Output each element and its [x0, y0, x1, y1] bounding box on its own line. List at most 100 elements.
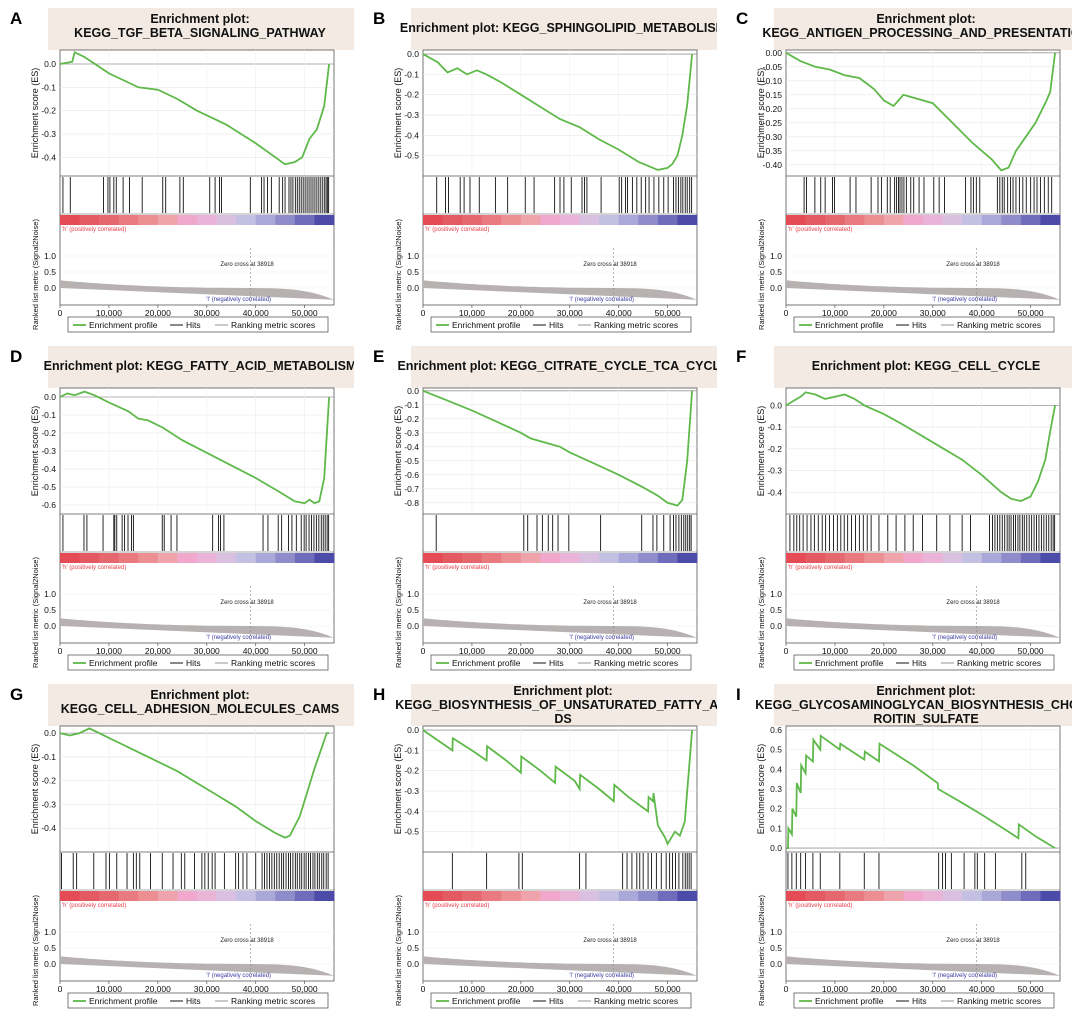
x-tick-label: 0	[58, 308, 63, 318]
enrichment-profile-line	[59, 390, 330, 505]
x-tick-label: 30,000	[194, 646, 220, 656]
es-tick-label: 0.3	[770, 784, 782, 794]
metric-tick-label: 0.0	[770, 959, 782, 969]
ranking-color-segment	[677, 553, 698, 563]
es-axis-label: Enrichment score (ES)	[756, 744, 766, 835]
enrichment-profile-line	[786, 734, 1056, 850]
ranking-color-segment	[177, 891, 198, 901]
metric-axis-label: Ranked list metric (Signal2Noise)	[757, 895, 766, 1006]
ranking-color-segment	[638, 215, 659, 225]
ranking-color-segment	[138, 891, 159, 901]
ranking-color-segment	[1001, 215, 1022, 225]
ranking-color-segment	[883, 891, 904, 901]
legend-metric-label: Ranking metric scores	[594, 996, 678, 1006]
es-tick-label: 0.0	[407, 386, 419, 396]
x-tick-label: 40,000	[243, 984, 269, 994]
ranking-color-segment	[657, 215, 678, 225]
metric-tick-label: 0.0	[770, 283, 782, 293]
legend-hits-label: Hits	[186, 658, 201, 668]
es-tick-label: -0.3	[41, 446, 56, 456]
metric-tick-label: 0.0	[44, 283, 56, 293]
title-background	[48, 346, 354, 388]
legend-enrichment-label: Enrichment profile	[452, 996, 521, 1006]
metric-tick-label: 0.5	[770, 943, 782, 953]
es-axis-label: Enrichment score (ES)	[393, 744, 403, 835]
ranking-color-segment	[844, 215, 865, 225]
x-tick-label: 30,000	[557, 308, 583, 318]
panel-title-line: KEGG_TGF_BETA_SIGNALING_PATHWAY	[74, 26, 326, 40]
ranking-color-segment	[481, 215, 502, 225]
metric-axis-label: Ranked list metric (Signal2Noise)	[31, 557, 40, 668]
ranking-color-segment	[255, 891, 276, 901]
legend-hits-label: Hits	[549, 996, 564, 1006]
es-tick-label: -0.6	[404, 470, 419, 480]
ranking-color-segment	[1001, 891, 1022, 901]
es-tick-label: -0.4	[41, 152, 56, 162]
zero-cross-label: Zero cross at 38918	[583, 938, 637, 944]
ranking-metric-area	[786, 618, 1060, 638]
ranking-color-segment	[423, 891, 444, 901]
metric-axis-label: Ranked list metric (Signal2Noise)	[394, 895, 403, 1006]
x-tick-label: 20,000	[871, 646, 897, 656]
x-tick-label: 40,000	[969, 308, 995, 318]
enrichment-plot-i: I Enrichment plot:KEGG_GLYCOSAMINOGLYCAN_…	[736, 684, 1072, 1009]
ranking-color-segment	[618, 215, 639, 225]
metric-tick-label: 1.0	[407, 251, 419, 261]
metric-tick-label: 1.0	[44, 927, 56, 937]
legend-hits-label: Hits	[912, 996, 927, 1006]
es-tick-label: 0.2	[770, 804, 782, 814]
ranking-metric-area	[60, 618, 334, 638]
plot-frame	[422, 725, 698, 982]
enrichment-profile-line	[59, 727, 330, 839]
es-axis-label: Enrichment score (ES)	[30, 744, 40, 835]
legend-box	[67, 654, 329, 671]
legend-enrichment-label: Enrichment profile	[89, 658, 158, 668]
ranking-color-segment	[501, 891, 522, 901]
panel-title-line: Enrichment plot:	[150, 12, 249, 26]
ranking-color-segment	[216, 891, 237, 901]
zero-cross-label: Zero cross at 38918	[946, 938, 1000, 944]
ranking-color-segment	[844, 891, 865, 901]
es-tick-label: 0.1	[770, 823, 782, 833]
enrichment-profile-line	[785, 391, 1056, 502]
ranking-color-segment	[255, 553, 276, 563]
enrichment-plot-f: F Enrichment plot: KEGG_CELL_CYCLE 0.0 -0.1…	[736, 346, 1072, 671]
legend-hits-label: Hits	[186, 320, 201, 330]
es-tick-label: -0.2	[404, 90, 419, 100]
ranking-color-segment	[423, 215, 444, 225]
ranking-color-segment	[540, 891, 561, 901]
es-tick-label: 0.0	[44, 392, 56, 402]
x-tick-label: 10,000	[459, 646, 485, 656]
x-tick-label: 40,000	[243, 308, 269, 318]
es-tick-label: -0.20	[763, 104, 783, 114]
legend-box	[67, 992, 329, 1009]
x-tick-label: 0	[58, 984, 63, 994]
es-tick-label: -0.40	[763, 160, 783, 170]
ranking-color-segment	[60, 215, 81, 225]
negatively-correlated-label: 'l' (negatively correlated)	[569, 973, 634, 979]
x-tick-label: 10,000	[96, 646, 122, 656]
es-tick-label: -0.4	[767, 487, 782, 497]
panel-title-line: Enrichment plot: KEGG_SPHINGOLIPID_METAB…	[400, 21, 717, 35]
positively-correlated-label: 'h' (positively correlated)	[788, 227, 852, 233]
ranking-color-segment	[236, 215, 257, 225]
panel-letter: G	[10, 685, 23, 704]
ranking-metric-area	[423, 956, 697, 976]
plot-frame	[785, 49, 1061, 306]
panel-f: F Enrichment plot: KEGG_CELL_CYCLE 0.0 -0.1…	[734, 346, 1072, 676]
ranking-color-segment	[79, 215, 100, 225]
es-tick-label: -0.3	[767, 466, 782, 476]
zero-cross-label: Zero cross at 38918	[583, 600, 637, 606]
panel-letter: C	[736, 9, 748, 28]
ranking-color-segment	[942, 215, 963, 225]
x-tick-label: 50,000	[655, 308, 681, 318]
legend-enrichment-label: Enrichment profile	[815, 658, 884, 668]
x-tick-label: 40,000	[969, 646, 995, 656]
ranking-color-segment	[1020, 553, 1041, 563]
ranking-color-segment	[579, 891, 600, 901]
ranking-color-segment	[677, 215, 698, 225]
ranking-color-segment	[923, 553, 944, 563]
metric-tick-label: 0.5	[407, 605, 419, 615]
panel-title-line: Enrichment plot:	[876, 12, 975, 26]
